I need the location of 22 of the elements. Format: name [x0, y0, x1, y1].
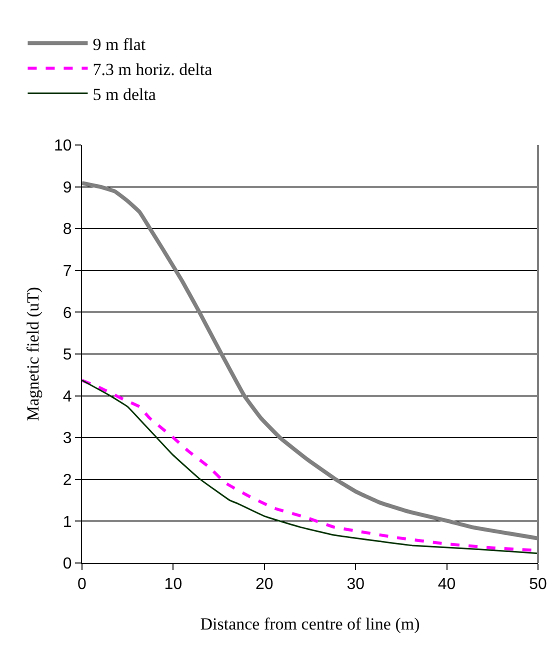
y-tick-label: 10: [54, 138, 72, 155]
x-tick-label: 50: [529, 576, 547, 594]
legend-label: 5 m delta: [92, 84, 156, 104]
y-tick-label: 7: [62, 263, 72, 280]
y-axis-title: Magnetic field (uT): [24, 286, 43, 422]
x-tick-label: 0: [78, 576, 87, 594]
y-tick-label: 3: [62, 430, 72, 448]
x-tick-label: 30: [346, 576, 365, 594]
y-tick-label: 0: [62, 556, 72, 573]
y-tick-label: 1: [62, 514, 72, 531]
y-tick-label: 9: [62, 179, 72, 196]
x-tick-label: 40: [438, 576, 456, 594]
y-tick-label: 8: [62, 221, 72, 238]
y-tick-label: 5: [62, 346, 72, 364]
y-tick-label: 4: [62, 388, 72, 406]
x-tick-label: 20: [256, 576, 274, 594]
x-axis-title: Distance from centre of line (m): [200, 614, 420, 634]
x-tick-label: 10: [164, 576, 182, 594]
y-tick-label: 2: [62, 472, 72, 489]
legend-label: 9 m flat: [92, 34, 146, 54]
y-tick-label: 6: [62, 304, 72, 322]
legend-label: 7.3 m horiz. delta: [92, 60, 213, 79]
